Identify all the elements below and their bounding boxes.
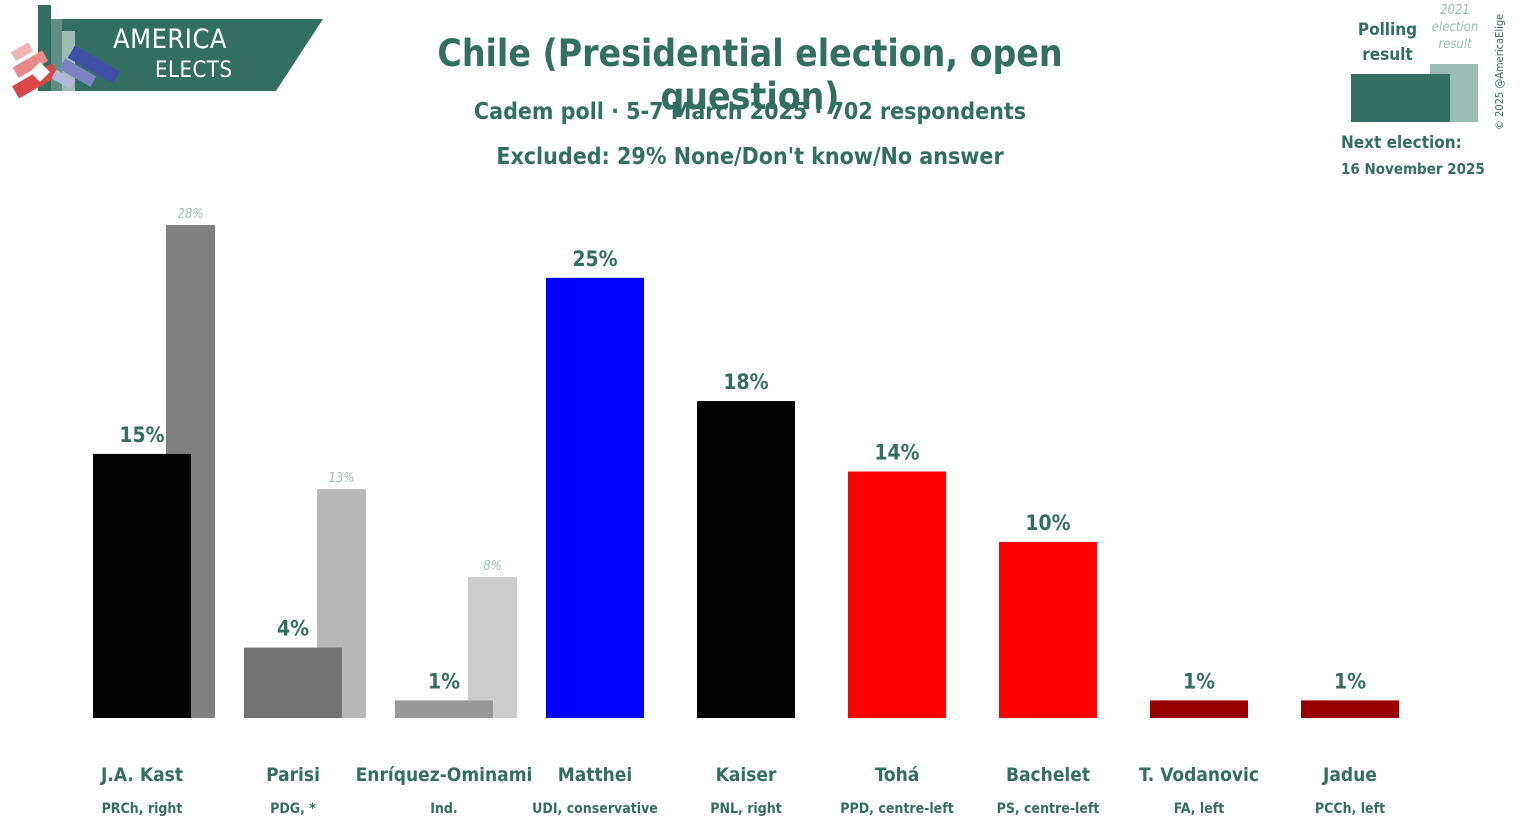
party-label-5: PPD, centre-left [840,801,953,817]
poll-value-label-7: 1% [1183,669,1215,693]
poll-value-label-5: 14% [874,441,919,465]
chart-subtitle: Cadem poll · 5-7 March 2025 · 702 respon… [473,99,1027,125]
america-elects-logo [10,5,323,99]
poll-bar-1 [244,647,342,718]
next-election-label: Next election: [1341,133,1462,153]
poll-bar-3 [546,277,644,718]
legend-swatches [1351,64,1478,122]
party-label-8: PCCh, left [1315,801,1385,817]
poll-value-label-0: 15% [119,423,164,447]
poll-bar-6 [999,541,1097,718]
poll-value-label-6: 10% [1025,511,1070,535]
category-label-4: Kaiser [716,764,777,786]
poll-bar-7 [1150,700,1248,718]
legend-prev-label: 2021 election result [1431,3,1479,52]
category-label-5: Tohá [875,764,920,786]
category-label-8: Jadue [1322,764,1377,786]
poll-value-label-1: 4% [277,617,309,641]
party-label-7: FA, left [1174,801,1225,817]
prev-value-label-2: 8% [483,559,502,574]
poll-value-label-8: 1% [1334,669,1366,693]
poll-bar-8 [1301,700,1399,718]
excluded-note: Excluded: 29% None/Don't know/No answer [496,144,1004,170]
poll-value-label-3: 25% [572,247,617,271]
category-label-1: Parisi [266,764,320,786]
chart-title: Chile (Presidential election, open quest… [437,32,1063,118]
poll-bar-4 [697,401,795,718]
party-label-2: Ind. [430,801,457,817]
poll-value-label-4: 18% [723,370,768,394]
category-label-0: J.A. Kast [100,764,183,786]
brand-name-line2: ELECTS [155,58,233,83]
legend-poll-swatch [1351,74,1450,122]
next-election-date: 16 November 2025 [1341,160,1485,178]
category-label-3: Matthei [558,764,633,786]
poll-value-label-2: 1% [428,669,460,693]
category-label-6: Bachelet [1006,764,1090,786]
party-label-3: UDI, conservative [532,801,658,817]
poll-bar-5 [848,471,946,718]
poll-bar-0 [93,453,191,718]
party-label-6: PS, centre-left [997,801,1100,817]
prev-value-label-1: 13% [329,471,355,486]
prev-value-label-0: 28% [178,207,204,222]
legend-poll-label: Polling result [1357,20,1418,65]
party-label-0: PRCh, right [102,801,183,817]
party-label-4: PNL, right [710,801,782,817]
party-label-1: PDG, * [270,801,316,817]
brand-name-line1: AMERICA [113,24,228,55]
category-label-2: Enríquez-Ominami [356,764,533,786]
poll-bar-2 [395,700,493,718]
category-label-7: T. Vodanovic [1139,764,1259,786]
prev-bar-2 [468,577,517,718]
